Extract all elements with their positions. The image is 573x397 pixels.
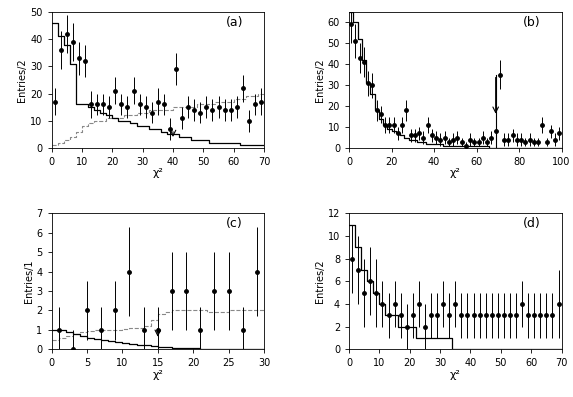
Text: (b): (b) <box>523 15 541 29</box>
Y-axis label: Entries/2: Entries/2 <box>315 260 325 303</box>
Y-axis label: Entries/2: Entries/2 <box>315 58 325 102</box>
Y-axis label: Entries/2: Entries/2 <box>17 58 28 102</box>
X-axis label: χ²: χ² <box>152 370 163 380</box>
X-axis label: χ²: χ² <box>450 370 461 380</box>
Y-axis label: Entries/1: Entries/1 <box>23 260 33 303</box>
X-axis label: χ²: χ² <box>450 168 461 178</box>
Text: (c): (c) <box>226 217 242 230</box>
Text: (a): (a) <box>226 15 244 29</box>
Text: (d): (d) <box>523 217 541 230</box>
X-axis label: χ²: χ² <box>152 168 163 178</box>
